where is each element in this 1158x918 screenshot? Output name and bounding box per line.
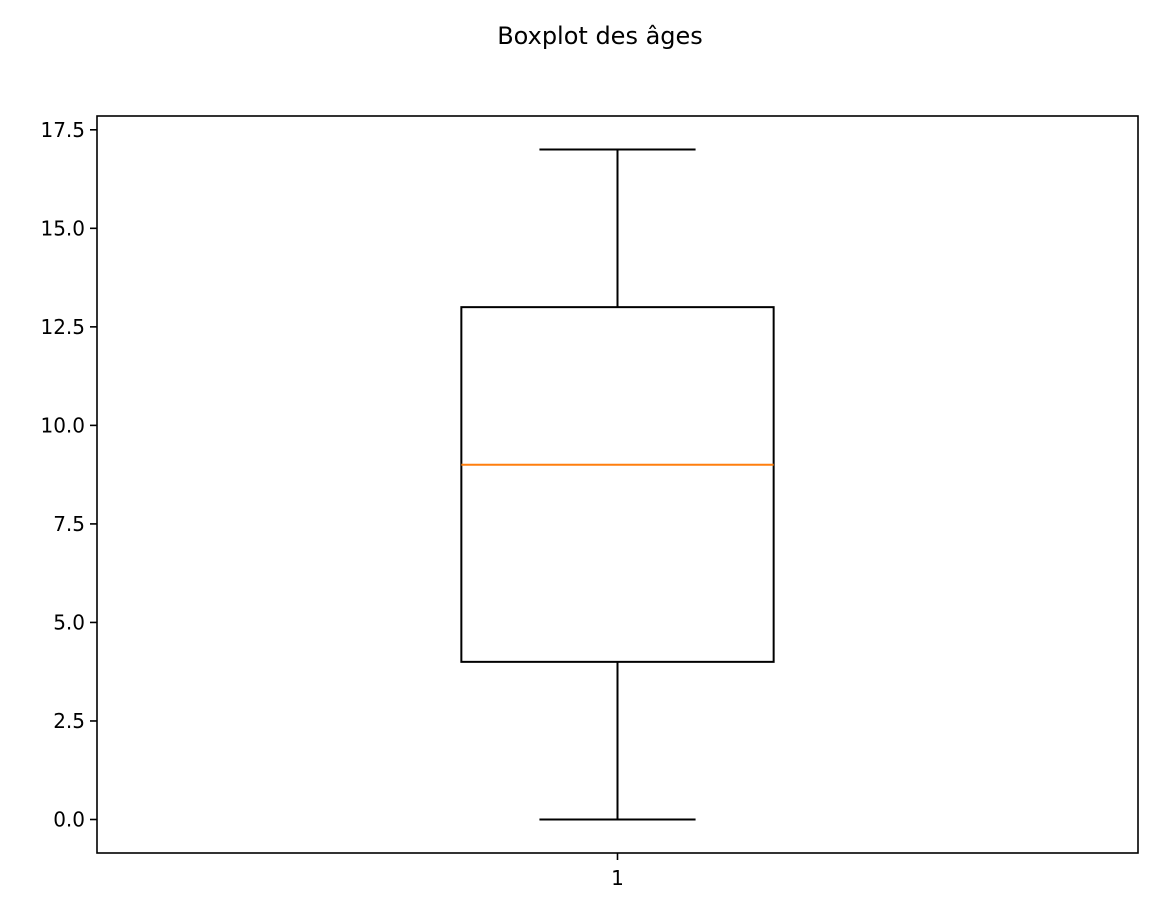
- y-axis: 0.0 2.5 5.0 7.5 10.0 12.5 15.0 17.5: [40, 118, 97, 832]
- x-axis: 1: [611, 853, 624, 890]
- box-iqr: [460, 306, 775, 663]
- y-tick-label: 2.5: [53, 709, 85, 733]
- plot-area-frame: [96, 115, 1139, 854]
- y-tick-label: 12.5: [40, 315, 85, 339]
- y-tick-label: 17.5: [40, 118, 85, 142]
- y-tick-label: 15.0: [40, 216, 85, 240]
- y-tick-label: 0.0: [53, 808, 85, 832]
- x-tick-label: 1: [611, 866, 624, 890]
- y-tick-label: 5.0: [53, 610, 85, 634]
- y-tick-label: 10.0: [40, 413, 85, 437]
- y-tick-label: 7.5: [53, 512, 85, 536]
- plot-marks: [460, 148, 775, 821]
- chart-title: Boxplot des âges: [497, 22, 703, 50]
